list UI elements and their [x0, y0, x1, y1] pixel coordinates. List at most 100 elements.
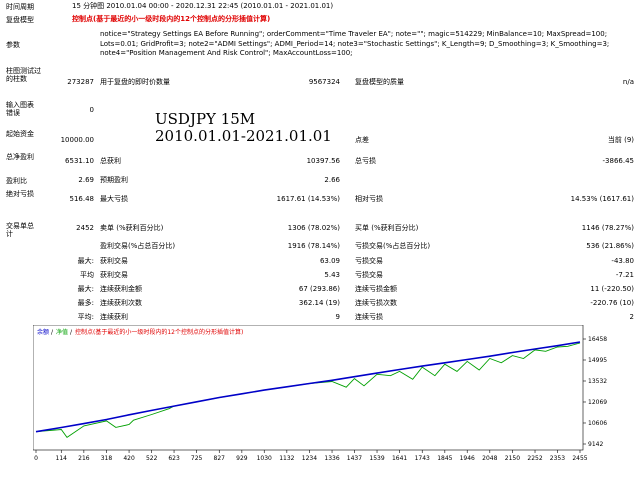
net-profit-label: 总净盈利	[6, 153, 34, 161]
y-axis-ticks: 9142 10606 12069 13532 14995 16458	[583, 336, 607, 448]
average-profit-label: 获利交易	[100, 271, 128, 279]
maximal-consec-label: 最多:	[77, 299, 94, 307]
period-label: 时间周期	[6, 3, 34, 11]
x-tick-label: 2252	[527, 455, 542, 462]
legend-balance: 余额	[37, 328, 49, 336]
max-consec-losses-label: 连续亏损金额	[355, 285, 397, 293]
y-tick-label: 9142	[588, 441, 603, 448]
legend-sep-1: /	[51, 329, 54, 336]
plot-frame	[32, 324, 584, 451]
largest-loss-value: -43.80	[611, 257, 634, 265]
x-tick-label: 1946	[460, 455, 475, 462]
equity-chart: 余额 / 净值 / 控制点(基于最近的小一级时段内的12个控制点的分形插值计算)…	[32, 324, 640, 480]
gross-loss-label: 总亏损	[355, 157, 376, 165]
x-tick-label: 0	[34, 455, 38, 462]
long-positions-value: 1146 (78.27%)	[581, 224, 634, 232]
gross-loss-value: -3866.45	[602, 157, 634, 165]
x-tick-label: 827	[214, 455, 226, 462]
x-tick-label: 2150	[505, 455, 520, 462]
x-tick-label: 114	[56, 455, 68, 462]
short-positions-label: 卖单 (%获利百分比)	[100, 224, 164, 232]
x-tick-label: 1743	[415, 455, 430, 462]
y-tick-label: 14995	[588, 357, 607, 364]
initial-deposit-value: 10000.00	[60, 136, 94, 144]
total-trades-label: 交易单总计	[6, 222, 34, 238]
model-label: 复盘模型	[6, 16, 34, 24]
profit-factor-label: 盈利比	[6, 177, 27, 185]
profit-trades-value: 1916 (78.14%)	[287, 242, 340, 250]
spread-label: 点差	[355, 136, 369, 144]
total-trades-value: 2452	[76, 224, 94, 232]
modelling-quality-label: 复盘模型的质量	[355, 78, 404, 86]
expected-payoff-label: 预期盈利	[100, 176, 128, 184]
profit-trades-label: 盈利交易(%占总百分比)	[100, 242, 176, 250]
long-positions-label: 买单 (%获利百分比)	[355, 224, 419, 232]
overlay-symbol: USDJPY 15M	[155, 110, 256, 128]
bars-tested-value: 273287	[67, 78, 94, 86]
x-tick-label: 318	[101, 455, 113, 462]
average-consec-losses-label: 连续亏损	[355, 313, 383, 321]
maximal-consec-loss-value: -220.76 (10)	[590, 299, 634, 307]
profit-factor-value: 2.69	[78, 176, 94, 184]
legend-model: 控制点(基于最近的小一级时段内的12个控制点的分形插值计算)	[75, 328, 243, 336]
x-tick-label: 1030	[257, 455, 272, 462]
x-tick-label: 725	[191, 455, 203, 462]
initial-deposit-label: 起始资金	[6, 130, 34, 138]
mismatched-errors-label: 输入图表错误	[6, 101, 34, 117]
average-profit-value: 5.43	[324, 271, 340, 279]
net-profit-value: 6531.10	[65, 157, 94, 165]
maximal-consec-loss-label: 连续亏损次数	[355, 299, 397, 307]
x-tick-label: 420	[123, 455, 135, 462]
average-consec-wins-label: 连续获利	[100, 313, 128, 321]
x-tick-label: 623	[168, 455, 180, 462]
mismatched-errors-value: 0	[89, 106, 94, 114]
y-tick-label: 12069	[588, 399, 607, 406]
equity-chart-svg: 余额 / 净值 / 控制点(基于最近的小一级时段内的12个控制点的分形插值计算)…	[32, 324, 607, 462]
params-label: 参数	[6, 41, 20, 49]
x-tick-label: 2455	[572, 455, 587, 462]
model-value: 控制点(基于最近的小一级时段内的12个控制点的分形插值计算)	[72, 15, 271, 23]
maximal-consec-profit-label: 连续获利次数	[100, 299, 142, 307]
gross-profit-label: 总获利	[100, 157, 121, 165]
x-tick-label: 1336	[324, 455, 339, 462]
short-positions-value: 1306 (78.02%)	[287, 224, 340, 232]
x-tick-label: 522	[146, 455, 158, 462]
x-tick-label: 1132	[279, 455, 294, 462]
average-loss-value: -7.21	[615, 271, 634, 279]
spread-value: 当前 (9)	[607, 136, 634, 144]
largest-profit-label: 获利交易	[100, 257, 128, 265]
max-consec-losses-value: 11 (-220.50)	[590, 285, 634, 293]
x-axis-ticks: 0 114 216 318 420 522 623 725 827 929 1030 1132 1234…	[34, 450, 588, 462]
series-layer	[35, 341, 581, 439]
bars-tested-label: 柱图测试过的柱数	[6, 67, 41, 83]
x-tick-label: 2048	[482, 455, 497, 462]
relative-drawdown-label: 相对亏损	[355, 195, 383, 203]
x-tick-label: 929	[236, 455, 248, 462]
x-tick-label: 2353	[550, 455, 565, 462]
x-tick-label: 1641	[392, 455, 407, 462]
loss-trades-value: 536 (21.86%)	[586, 242, 634, 250]
ticks-modelled-label: 用于复盘的即时价数量	[100, 78, 170, 86]
average-consec-losses-value: 2	[629, 313, 634, 321]
absolute-drawdown-value: 516.48	[69, 195, 95, 203]
modelling-quality-value: n/a	[622, 78, 634, 86]
period-value: 15 分钟图 2010.01.04 00:00 - 2020.12.31 22:…	[72, 2, 334, 10]
y-tick-label: 16458	[588, 336, 607, 343]
x-tick-label: 1539	[369, 455, 384, 462]
expected-payoff-value: 2.66	[324, 176, 340, 184]
max-consec-label: 最大:	[77, 285, 94, 293]
maximal-drawdown-label: 最大亏损	[100, 195, 128, 203]
largest-profit-value: 63.09	[319, 257, 340, 265]
largest-label: 最大:	[77, 257, 94, 265]
overlay-range: 2010.01.01-2021.01.01	[155, 127, 332, 145]
params-value: notice="Strategy Settings EA Before Runn…	[100, 30, 610, 57]
x-tick-label: 216	[78, 455, 90, 462]
average-label: 平均	[80, 271, 94, 279]
average-consec-wins-value: 9	[335, 313, 340, 321]
x-tick-label: 1845	[437, 455, 452, 462]
y-tick-label: 10606	[588, 420, 607, 427]
max-consec-wins-label: 连续获利金额	[100, 285, 142, 293]
relative-drawdown-value: 14.53% (1617.61)	[570, 195, 634, 203]
max-consec-wins-value: 67 (293.86)	[298, 285, 340, 293]
x-tick-label: 1234	[302, 455, 317, 462]
